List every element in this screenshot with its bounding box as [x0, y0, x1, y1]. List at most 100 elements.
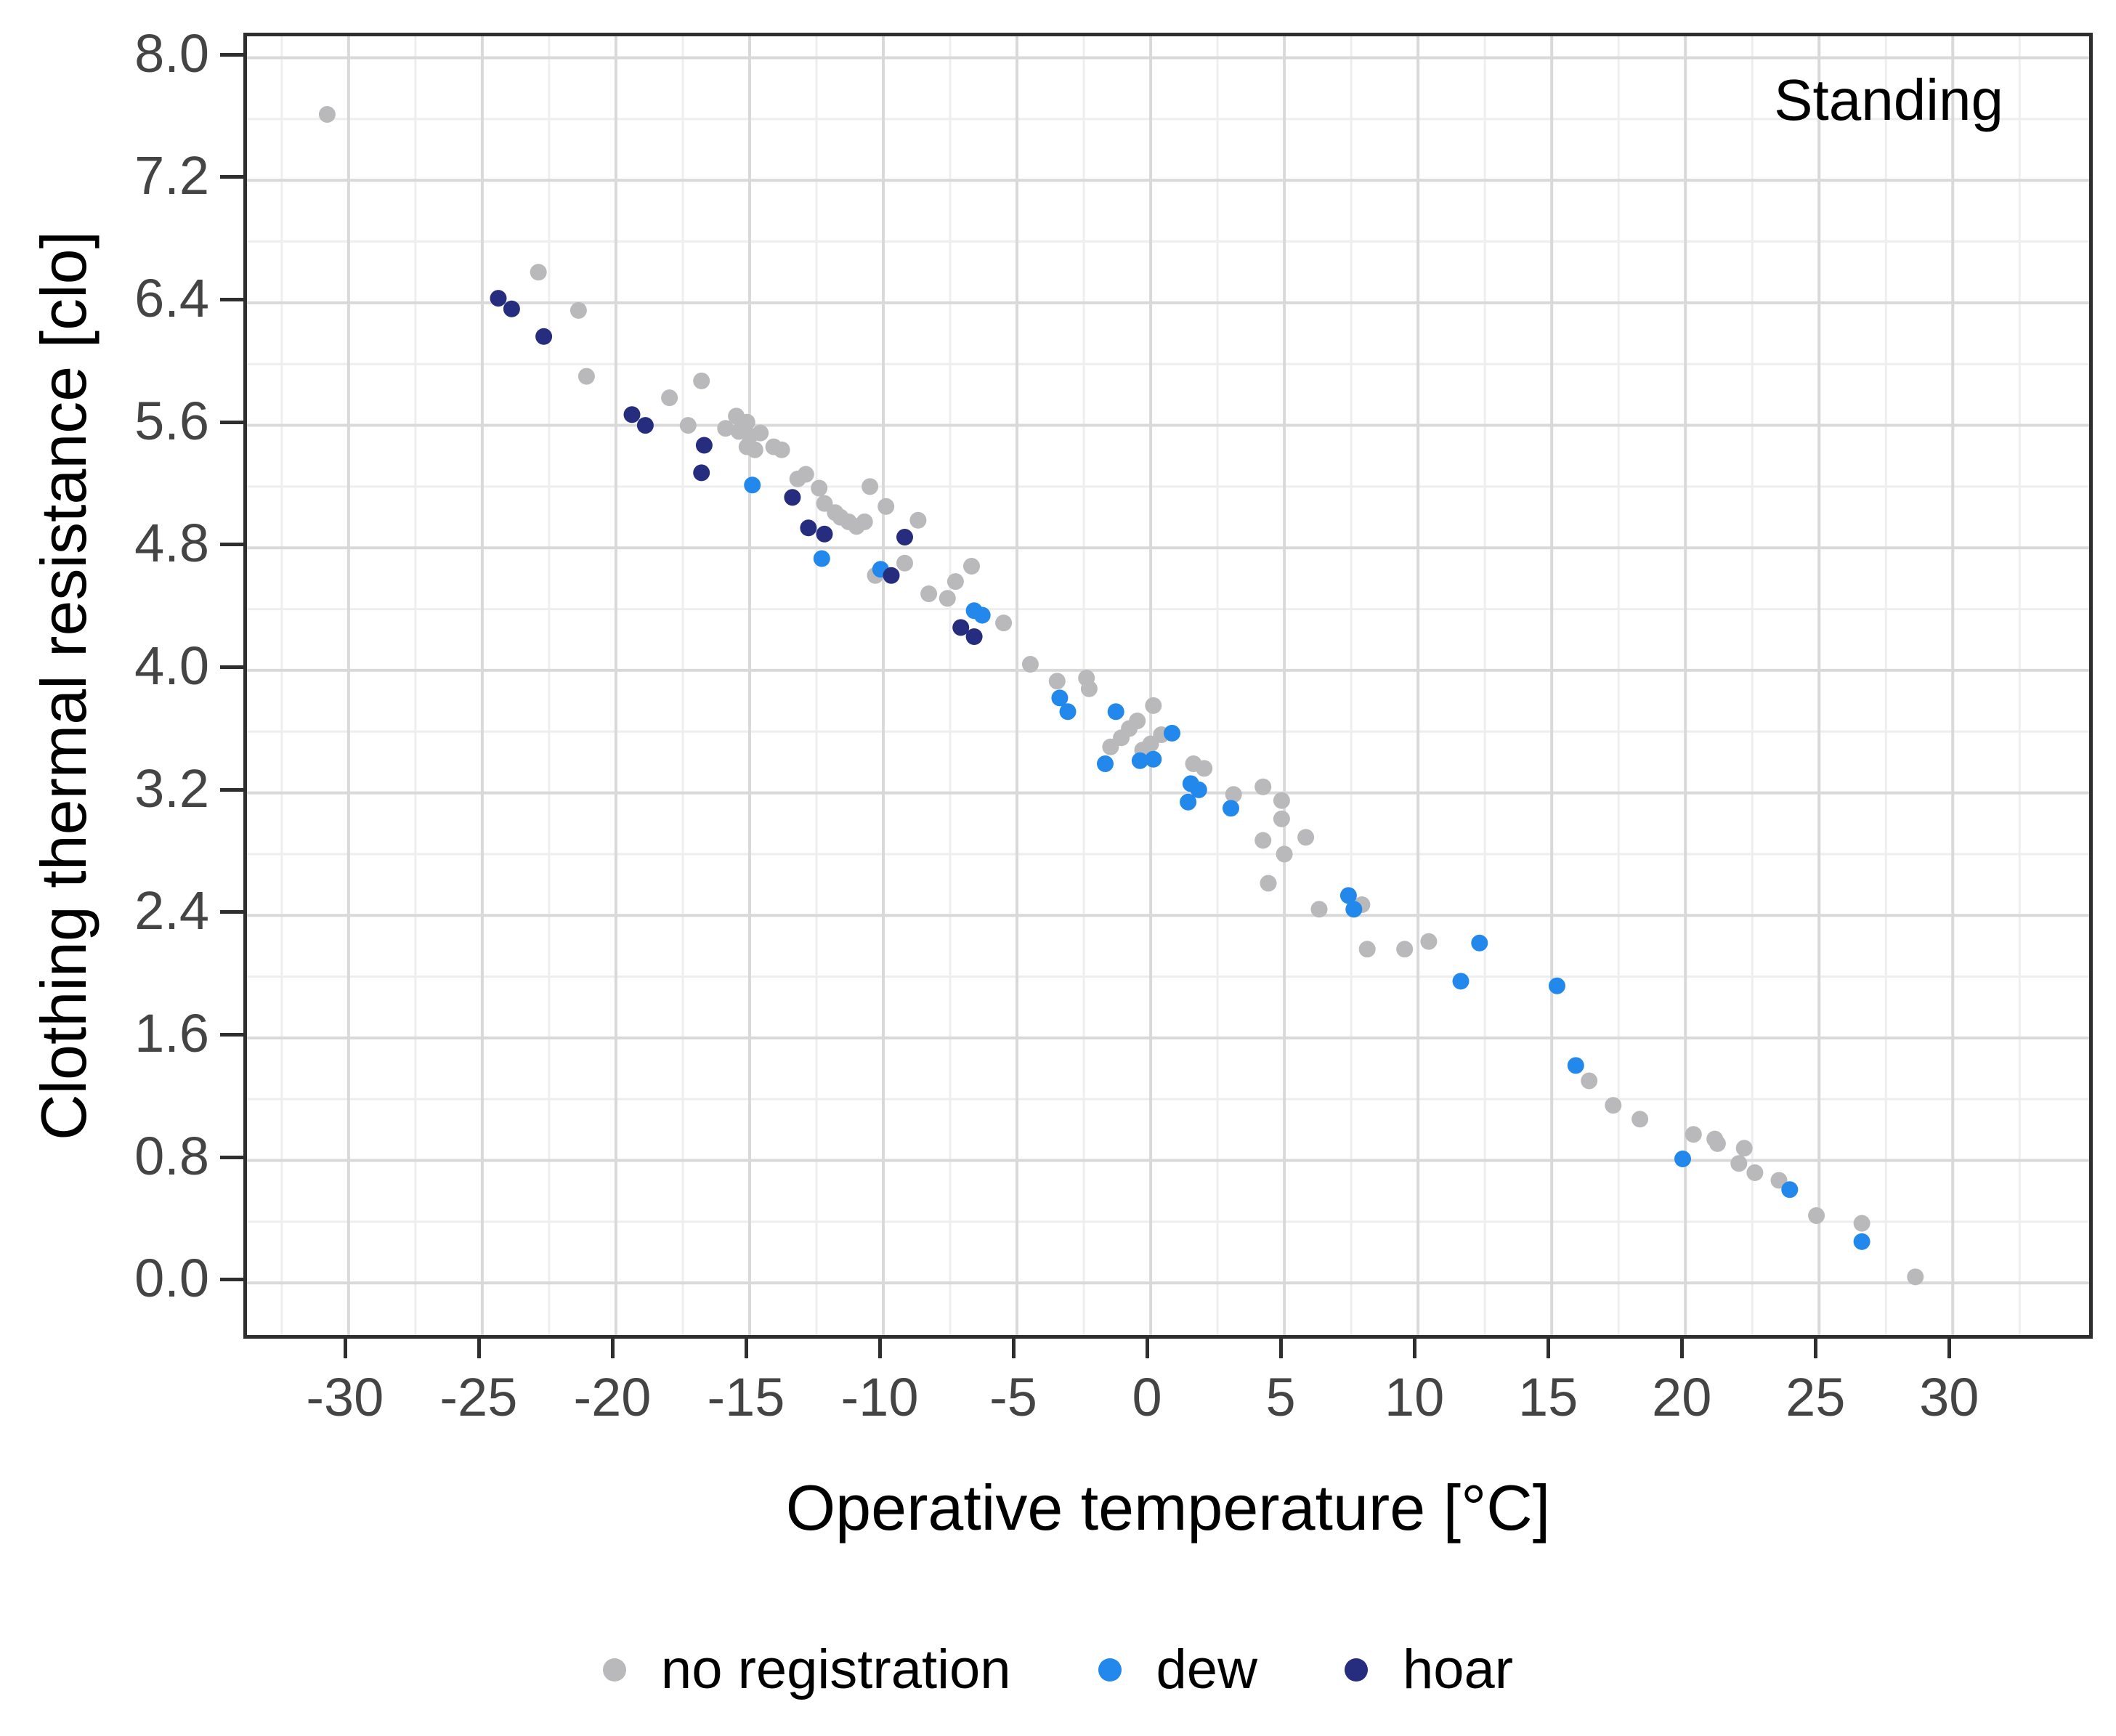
data-point-no-registration — [1685, 1126, 1702, 1143]
data-point-dew — [1853, 1233, 1870, 1250]
data-point-dew — [1131, 752, 1148, 769]
data-point-dew — [1549, 977, 1565, 994]
x-tick-label: 20 — [1652, 1367, 1712, 1427]
data-point-no-registration — [1254, 778, 1272, 795]
data-point-dew — [1107, 703, 1124, 721]
data-point-no-registration — [1273, 792, 1290, 809]
legend-label-no-registration: no registration — [660, 1639, 1011, 1700]
x-tick-label: -30 — [306, 1367, 384, 1427]
data-point-dew — [1190, 781, 1207, 798]
data-point-no-registration — [1254, 832, 1272, 849]
data-point-hoar — [535, 328, 553, 345]
y-tick-label: 4.8 — [134, 513, 209, 574]
data-point-dew — [1339, 887, 1357, 904]
data-point-no-registration — [661, 389, 678, 407]
data-point-dew — [1145, 750, 1162, 768]
x-tick-label: -5 — [989, 1367, 1037, 1427]
data-point-no-registration — [752, 424, 769, 442]
data-point-no-registration — [797, 466, 814, 483]
data-point-dew — [744, 476, 761, 494]
data-point-no-registration — [1225, 786, 1242, 803]
plot-panel: Standing — [243, 33, 2093, 1339]
data-point-no-registration — [1080, 680, 1098, 697]
data-point-dew — [1674, 1151, 1691, 1167]
data-point-no-registration — [811, 479, 828, 497]
data-point-dew — [1781, 1181, 1799, 1198]
legend-item-dew: dew — [1098, 1638, 1257, 1701]
data-point-dew — [1097, 755, 1114, 772]
y-tick-mark — [220, 1155, 243, 1159]
data-point-dew — [1223, 800, 1239, 817]
data-point-no-registration — [577, 368, 595, 385]
legend-item-no-registration: no registration — [602, 1638, 1011, 1701]
legend-dot-no-registration-icon — [602, 1658, 626, 1682]
data-point-no-registration — [773, 441, 790, 458]
x-tick-label: 0 — [1132, 1367, 1162, 1427]
x-tick-mark — [1279, 1335, 1284, 1358]
x-tick-mark — [1146, 1335, 1150, 1358]
data-point-no-registration — [693, 372, 710, 389]
data-point-dew — [1051, 689, 1069, 707]
data-point-no-registration — [717, 420, 734, 437]
y-tick-mark — [220, 175, 243, 179]
x-tick-mark — [343, 1335, 347, 1358]
data-point-no-registration — [995, 615, 1013, 632]
y-tick-label: 8.0 — [134, 23, 209, 84]
y-tick-mark — [220, 787, 243, 792]
data-point-no-registration — [939, 590, 956, 607]
y-tick-label: 0.8 — [134, 1125, 209, 1186]
data-point-no-registration — [1358, 941, 1376, 958]
data-point-no-registration — [1605, 1097, 1622, 1114]
data-point-no-registration — [1145, 697, 1162, 714]
data-point-hoar — [636, 417, 654, 434]
y-tick-label: 3.2 — [134, 758, 209, 819]
x-tick-label: 10 — [1384, 1367, 1445, 1427]
y-tick-mark — [220, 297, 243, 301]
data-point-hoar — [503, 300, 520, 317]
legend-item-hoar: hoar — [1344, 1638, 1513, 1701]
x-axis-title: Operative temperature [°C] — [785, 1472, 1551, 1544]
y-tick-mark — [220, 665, 243, 669]
y-tick-mark — [220, 910, 243, 914]
data-point-no-registration — [1196, 760, 1213, 777]
x-tick-mark — [477, 1335, 481, 1358]
y-tick-label: 6.4 — [134, 267, 209, 328]
data-point-no-registration — [856, 513, 873, 530]
data-point-no-registration — [679, 417, 697, 434]
x-tick-label: -10 — [840, 1367, 919, 1427]
data-point-no-registration — [1581, 1072, 1598, 1090]
data-point-no-registration — [1907, 1268, 1924, 1286]
data-point-hoar — [784, 489, 801, 506]
data-point-no-registration — [1396, 941, 1414, 958]
data-point-no-registration — [1708, 1135, 1726, 1152]
legend-dot-hoar-icon — [1344, 1658, 1368, 1682]
y-axis-title: Clothing thermal resistance [clo] — [28, 230, 100, 1141]
y-tick-label: 2.4 — [134, 880, 209, 941]
x-tick-mark — [1413, 1335, 1417, 1358]
y-tick-label: 7.2 — [134, 145, 209, 206]
data-point-no-registration — [569, 301, 587, 319]
y-tick-mark — [220, 1032, 243, 1037]
data-point-dew — [973, 607, 991, 624]
data-point-no-registration — [1808, 1207, 1825, 1224]
data-point-hoar — [883, 567, 900, 584]
data-point-hoar — [816, 525, 833, 543]
data-point-dew — [1180, 793, 1197, 811]
x-tick-label: 25 — [1785, 1367, 1846, 1427]
x-tick-mark — [878, 1335, 882, 1358]
data-point-no-registration — [963, 558, 980, 575]
x-tick-label: 15 — [1518, 1367, 1578, 1427]
x-tick-mark — [1547, 1335, 1551, 1358]
data-point-no-registration — [746, 441, 763, 458]
x-tick-label: -20 — [573, 1367, 652, 1427]
data-point-no-registration — [1297, 829, 1315, 846]
data-point-dew — [1452, 973, 1470, 990]
legend: no registration dew hoar — [0, 1638, 2116, 1701]
y-tick-mark — [220, 543, 243, 547]
legend-label-dew: dew — [1156, 1639, 1257, 1700]
plot-canvas — [247, 36, 2089, 1335]
data-point-dew — [1059, 703, 1077, 721]
data-point-dew — [1567, 1057, 1584, 1074]
annotation-standing: Standing — [1774, 68, 2003, 132]
x-tick-mark — [1947, 1335, 1952, 1358]
